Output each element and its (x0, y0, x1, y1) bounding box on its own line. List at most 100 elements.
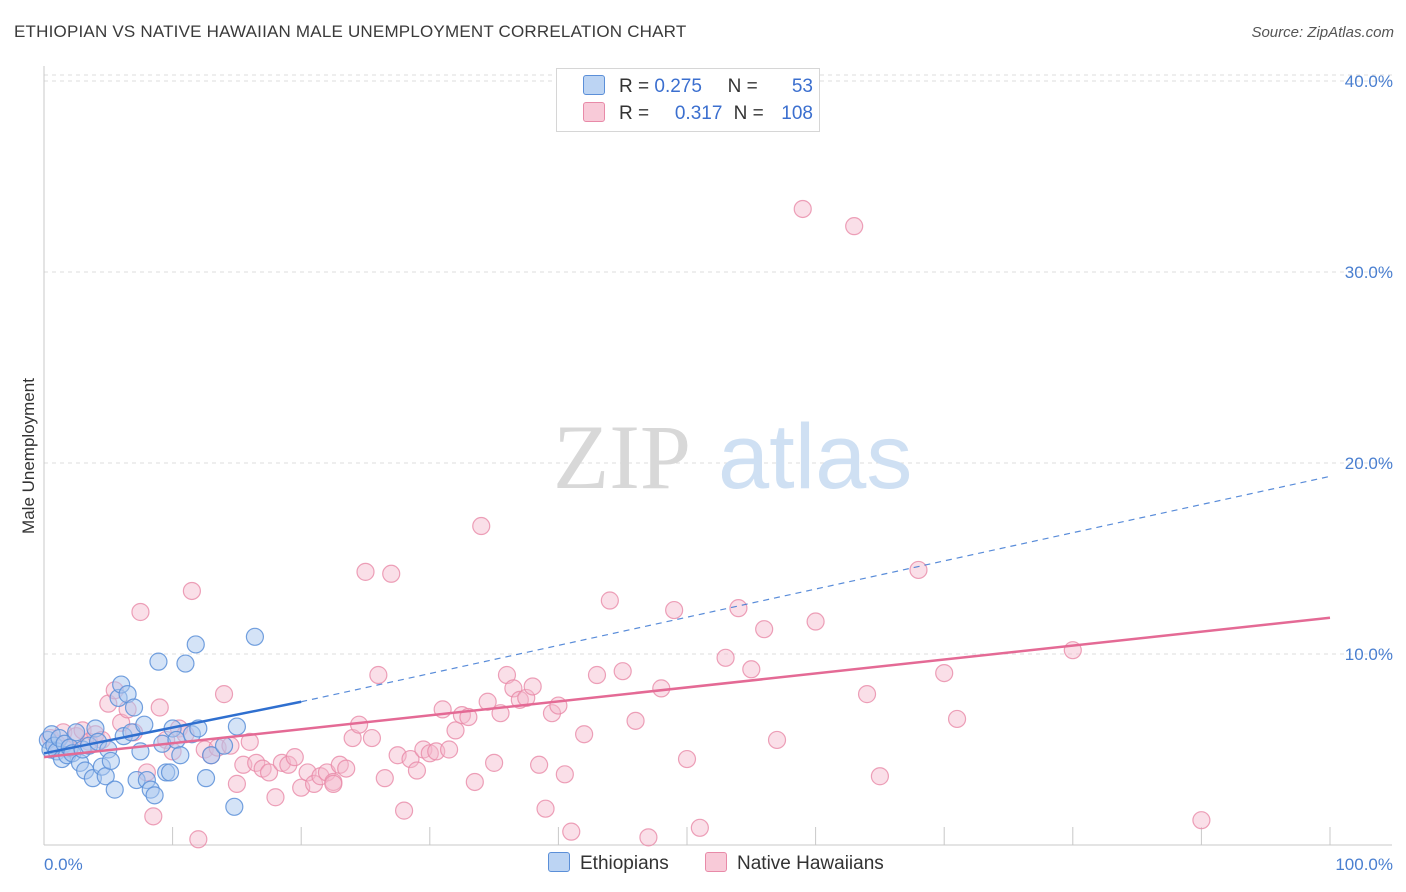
native-hawaiian-point (214, 685, 234, 704)
native-hawaiian-point (793, 199, 812, 219)
ethiopian-point (105, 780, 124, 799)
ethiopian-point (171, 746, 190, 765)
native-hawaiian-point (362, 728, 382, 748)
native-hawaiian-point (324, 774, 343, 793)
legend-swatch-pink (705, 852, 727, 872)
legend-n-value: 53 (791, 76, 813, 97)
legend-label: Ethiopians (580, 853, 669, 874)
native-hawaiian-point (857, 685, 877, 704)
native-hawaiian-point (369, 665, 388, 685)
native-hawaiian-point (356, 562, 375, 581)
native-hawaiian-point (530, 755, 549, 774)
legend-row-native-hawaiians: R = 0.317 N = 108 (583, 102, 813, 126)
legend-r-value: 0.317 (674, 103, 723, 124)
legend-r-label: R = (619, 103, 650, 124)
native-hawaiian-point (665, 600, 684, 620)
native-hawaiian-point (407, 761, 427, 780)
native-hawaiian-point (266, 788, 285, 807)
native-hawaiian-point (182, 581, 201, 601)
native-hawaiian-point (575, 725, 594, 744)
ethiopian-point (101, 751, 120, 771)
native-hawaiian-point (439, 740, 459, 759)
y-tick-label: 40.0% (1345, 72, 1393, 91)
native-hawaiian-points (41, 199, 1211, 849)
native-hawaiian-point (420, 744, 439, 763)
native-hawaiian-point (304, 774, 324, 793)
native-hawaiian-point (536, 799, 555, 818)
ethiopian-point (67, 723, 86, 742)
source-label: Source: ZipAtlas.com (1251, 24, 1394, 41)
y-tick-label: 10.0% (1345, 645, 1393, 664)
native-hawaiian-point (613, 662, 632, 681)
native-hawaiian-point (716, 648, 735, 667)
y-tick-label: 30.0% (1345, 263, 1393, 282)
native-hawaiian-point (767, 730, 787, 750)
grid-layer (44, 74, 1392, 655)
native-hawaiian-point (947, 709, 967, 729)
native-hawaiian-point (729, 599, 748, 618)
native-hawaiian-point (742, 660, 761, 679)
watermark-zip: ZIP (553, 406, 691, 508)
legend-item-native-hawaiians[interactable]: Native Hawaiians (705, 852, 884, 875)
ethiopian-point (149, 652, 168, 671)
ethiopian-point (167, 730, 186, 750)
ethiopian-point (124, 698, 144, 717)
ethiopian-point (202, 746, 221, 765)
native-hawaiian-point (555, 765, 574, 784)
ethiopian-point (227, 717, 246, 736)
x-tick-label: 0.0% (44, 855, 83, 874)
native-hawaiian-point (639, 828, 658, 847)
native-hawaiian-point (227, 774, 246, 793)
legend-n-label: N = (727, 76, 758, 97)
watermark: ZIP atlas (553, 406, 912, 508)
ethiopian-point (186, 635, 205, 654)
native-hawaiian-point (845, 217, 864, 236)
native-hawaiian-point (394, 801, 414, 820)
ethiopian-point (196, 769, 216, 788)
native-hawaiian-point (131, 602, 150, 622)
native-hawaiian-point (690, 818, 709, 837)
legend-item-ethiopians[interactable]: Ethiopians (548, 852, 669, 875)
legend-label: Native Hawaiians (737, 853, 884, 874)
x-tick-label: 100.0% (1335, 855, 1393, 874)
legend-swatch-blue (548, 852, 570, 872)
native-hawaiian-point (144, 807, 163, 826)
legend-swatch-pink (583, 102, 605, 122)
native-hawaiian-point (587, 665, 607, 685)
native-hawaiian-point (870, 767, 890, 786)
native-hawaiian-point (240, 732, 259, 751)
legend-n-label: N = (733, 103, 764, 124)
native-hawaiian-point (285, 748, 304, 767)
native-hawaiian-point (1192, 811, 1211, 830)
native-hawaiian-point (401, 749, 420, 769)
ethiopian-point (145, 786, 164, 805)
ethiopian-trend-extension (301, 475, 1331, 703)
native-hawaiian-point (755, 620, 774, 639)
native-hawaiian-point (259, 763, 279, 782)
native-hawaiian-point (517, 688, 536, 708)
native-hawaiian-point (465, 772, 484, 792)
ethiopian-point (214, 736, 234, 755)
native-hawaiian-point (150, 698, 169, 717)
ethiopian-trend-line (43, 700, 302, 755)
native-hawaiian-point (337, 759, 356, 778)
chart-title: ETHIOPIAN VS NATIVE HAWAIIAN MALE UNEMPL… (14, 22, 687, 41)
legend-r-label: R = (619, 76, 650, 97)
native-hawaiian-trend-line (43, 616, 1331, 759)
native-hawaiian-point (909, 560, 928, 580)
ethiopian-point (245, 627, 265, 646)
native-hawaiian-point (562, 822, 581, 841)
native-hawaiian-point (485, 753, 504, 772)
native-hawaiian-point (806, 612, 825, 631)
native-hawaiian-point (600, 591, 619, 610)
native-hawaiian-point (626, 711, 645, 730)
native-hawaiian-point (279, 755, 298, 774)
watermark-atlas: atlas (718, 406, 912, 508)
axis-layer: 10.0% 20.0% 30.0% 40.0% 0.0% 100.0% (43, 66, 1393, 874)
y-axis-label: Male Unemployment (19, 378, 38, 534)
native-hawaiian-point (542, 704, 562, 723)
stats-legend: R = 0.275 N = 53 R = 0.317 N = 108 (556, 68, 820, 132)
trend-lines (43, 475, 1331, 759)
legend-swatch-blue (583, 75, 605, 95)
